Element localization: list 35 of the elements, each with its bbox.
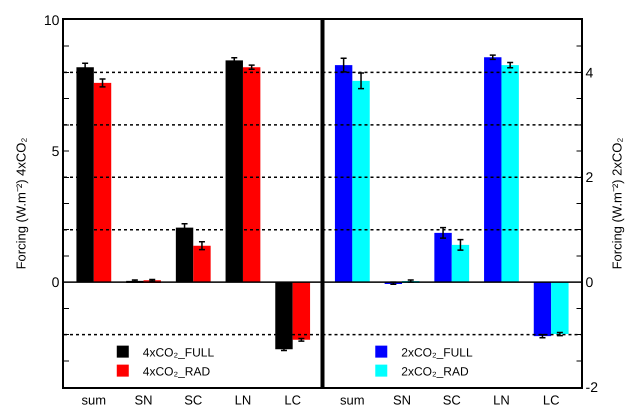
y2-axis-title: Forcing (W.m⁻²) 2xCO₂: [609, 138, 624, 270]
x-tick-label: SN: [393, 392, 412, 408]
x-tick-label: LN: [234, 392, 252, 408]
bar: [334, 65, 352, 282]
x-tick-label: SN: [134, 392, 153, 408]
bar: [551, 282, 569, 334]
y2-tick-label: 4: [586, 64, 594, 80]
y-tick-label: 10: [44, 12, 60, 28]
bar: [484, 57, 502, 282]
bar: [434, 232, 452, 282]
bar: [193, 246, 211, 282]
x-tick-label: SC: [442, 392, 461, 408]
y2-tick-label: 0: [586, 274, 594, 290]
legend-label: 2xCO₂_FULL: [401, 345, 473, 360]
bar: [242, 67, 260, 282]
bar: [94, 82, 112, 282]
bar: [452, 244, 470, 282]
y-axis-title: Forcing (W.m⁻²) 4xCO₂: [13, 138, 28, 270]
bar: [534, 282, 552, 336]
y-tick-label: 5: [52, 142, 60, 159]
x-tick-label: LC: [542, 392, 560, 408]
bar: [501, 65, 519, 282]
y2-tick-label: -2: [586, 378, 598, 395]
x-tick-label: LC: [284, 392, 301, 408]
legend-label: 4xCO₂_FULL: [142, 345, 214, 360]
legend-label: 2xCO₂_RAD: [401, 364, 469, 378]
x-tick-label: LN: [493, 392, 510, 408]
bar: [352, 80, 370, 282]
y2-tick-label: 2: [586, 169, 594, 186]
x-tick-label: sum: [340, 392, 365, 408]
x-tick-label: SC: [184, 392, 202, 408]
legend-label: 4xCO₂_RAD: [142, 364, 210, 378]
x-tick-label: sum: [82, 392, 106, 408]
bar: [292, 282, 310, 340]
y-tick-label: 0: [52, 274, 60, 290]
